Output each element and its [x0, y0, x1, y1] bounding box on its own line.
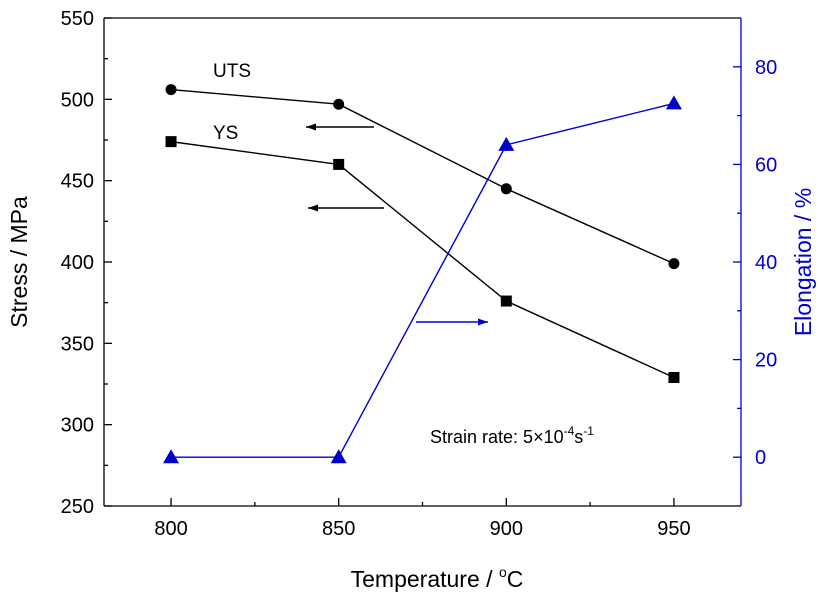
- data-point-elongation: [498, 136, 515, 151]
- left-y-tick-label: 450: [61, 171, 94, 193]
- data-point-ys: [500, 295, 512, 307]
- series-line-uts: [170, 88, 675, 265]
- right-y-tick-label: 20: [755, 350, 777, 372]
- data-point-uts: [165, 84, 177, 96]
- data-point-uts: [668, 258, 680, 270]
- x-tick-label: 900: [490, 518, 523, 540]
- right-y-tick-label: 40: [755, 252, 777, 274]
- series-line-ys: [170, 140, 675, 379]
- data-point-elongation: [330, 449, 347, 464]
- data-point-ys: [333, 158, 345, 170]
- right-y-tick-label: 80: [755, 57, 777, 79]
- x-tick-label: 850: [322, 518, 355, 540]
- data-point-ys: [668, 371, 680, 383]
- data-point-ys: [165, 136, 177, 148]
- left-y-tick-label: 400: [61, 252, 94, 274]
- right-y-tick-label: 60: [755, 154, 777, 176]
- data-point-uts: [333, 98, 345, 110]
- axis-indicator-arrow-left: [306, 123, 374, 131]
- series-label-ys: YS: [213, 123, 238, 144]
- left-y-tick-label: 300: [61, 415, 94, 437]
- left-y-axis-title: Stress / MPa: [6, 196, 32, 328]
- x-tick-label: 950: [657, 518, 690, 540]
- axis-indicator-arrow-left: [308, 204, 384, 212]
- right-y-tick-label: 0: [755, 447, 766, 469]
- x-axis-title: Temperature / oC: [351, 564, 524, 592]
- left-y-tick-label: 350: [61, 333, 94, 355]
- series-label-uts: UTS: [213, 61, 251, 82]
- left-y-tick-label: 250: [61, 496, 94, 518]
- axis-indicator-arrow-right: [416, 318, 488, 326]
- data-point-uts: [500, 183, 512, 195]
- data-point-elongation: [665, 95, 682, 110]
- data-point-elongation: [163, 449, 180, 464]
- right-y-axis-title: Elongation / %: [790, 188, 816, 336]
- left-y-tick-label: 550: [61, 8, 94, 30]
- x-tick-label: 800: [154, 518, 187, 540]
- series-line-elongation: [171, 102, 675, 458]
- strain-rate-annotation: Strain rate: 5×10-4s-1: [430, 424, 594, 447]
- left-y-tick-label: 500: [61, 89, 94, 111]
